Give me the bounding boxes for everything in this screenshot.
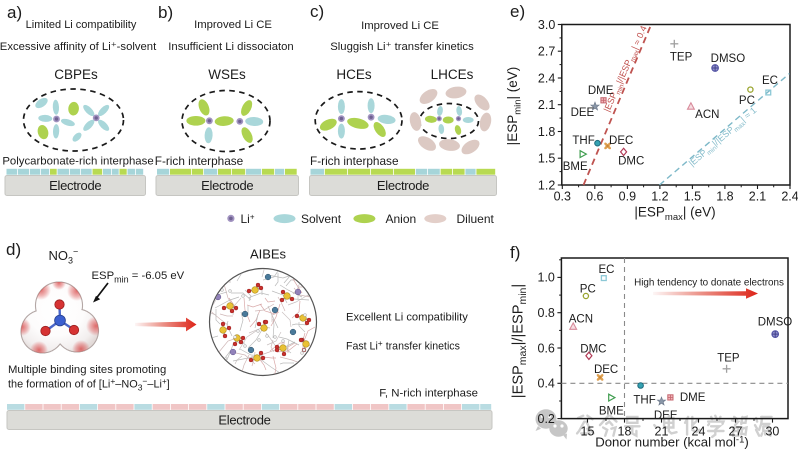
- svg-text:Fast Li+ transfer kinetics: Fast Li+ transfer kinetics: [346, 338, 460, 353]
- svg-text:0.6: 0.6: [586, 189, 603, 203]
- svg-text:0.2: 0.2: [538, 412, 555, 426]
- svg-text:15: 15: [581, 425, 595, 439]
- svg-text:18: 18: [618, 425, 632, 439]
- svg-text:PC: PC: [580, 284, 596, 296]
- svg-text:2.1: 2.1: [749, 189, 766, 203]
- svg-text:0.6: 0.6: [538, 341, 555, 355]
- svg-text:ACN: ACN: [569, 314, 593, 326]
- svg-text:30: 30: [765, 425, 779, 439]
- svg-text:PC: PC: [739, 95, 755, 107]
- svg-text:ESPmin = -6.05 eV: ESPmin = -6.05 eV: [92, 270, 185, 285]
- svg-text:2.1: 2.1: [538, 98, 555, 112]
- svg-text:THF: THF: [572, 135, 594, 147]
- svg-text:27: 27: [729, 425, 743, 439]
- svg-text:1.2: 1.2: [538, 178, 555, 192]
- svg-text:Improved Li CE: Improved Li CE: [361, 20, 439, 32]
- svg-text:HCEs: HCEs: [336, 67, 372, 82]
- svg-text:EC: EC: [599, 264, 615, 276]
- svg-text:Insufficient Li dissociaton: Insufficient Li dissociaton: [168, 41, 293, 53]
- svg-text:1.2: 1.2: [651, 189, 668, 203]
- svg-text:2.4: 2.4: [781, 189, 798, 203]
- svg-text:1.8: 1.8: [716, 189, 733, 203]
- svg-text:Electrode: Electrode: [377, 178, 429, 193]
- svg-text:24: 24: [692, 425, 706, 439]
- svg-text:DMSO: DMSO: [758, 317, 793, 329]
- svg-text:F-rich interphase: F-rich interphase: [155, 154, 244, 168]
- svg-text:Polycarbonate-rich interphase: Polycarbonate-rich interphase: [2, 156, 153, 168]
- svg-text:LHCEs: LHCEs: [431, 67, 474, 82]
- svg-text:|ESPmax|/|ESPmin|: |ESPmax|/|ESPmin|: [510, 284, 529, 398]
- svg-text:DEE: DEE: [654, 410, 678, 422]
- svg-text:TEP: TEP: [717, 353, 740, 365]
- svg-text:DEC: DEC: [594, 364, 618, 376]
- svg-text:DEC: DEC: [609, 135, 633, 147]
- svg-text:Electrode: Electrode: [201, 178, 253, 193]
- svg-text:1.5: 1.5: [684, 189, 701, 203]
- svg-text:CBPEs: CBPEs: [54, 67, 98, 82]
- svg-text:1.5: 1.5: [538, 152, 555, 166]
- svg-text:BME: BME: [563, 161, 588, 173]
- svg-text:Electrode: Electrode: [218, 413, 270, 428]
- svg-text:Electrode: Electrode: [49, 178, 101, 193]
- svg-text:Diluent: Diluent: [457, 212, 495, 226]
- svg-text:DMC: DMC: [580, 343, 606, 355]
- svg-text:ACN: ACN: [695, 109, 719, 121]
- svg-text:DME: DME: [680, 392, 706, 404]
- svg-text:21: 21: [655, 425, 669, 439]
- svg-text:Donor number (kcal mol-1): Donor number (kcal mol-1): [595, 435, 749, 450]
- svg-text:DEE: DEE: [571, 107, 595, 119]
- svg-text:0.3: 0.3: [554, 189, 571, 203]
- svg-text:1.0: 1.0: [538, 271, 555, 285]
- svg-text:d): d): [6, 240, 21, 259]
- svg-text:Limited Li compatibility: Limited Li compatibility: [26, 19, 137, 31]
- svg-text:the formation of of [Li+–NO3−–: the formation of of [Li+–NO3−–Li+]: [8, 376, 170, 393]
- svg-text:3.0: 3.0: [538, 18, 555, 32]
- svg-text:High tendency to donate electr: High tendency to donate electrons: [634, 278, 784, 289]
- svg-text:Anion: Anion: [386, 212, 417, 226]
- svg-text:THF: THF: [633, 395, 655, 407]
- svg-text:f): f): [510, 243, 520, 262]
- svg-text:BME: BME: [599, 406, 624, 418]
- svg-text:2.4: 2.4: [538, 71, 555, 85]
- svg-text:Multiple binding sites promoti: Multiple binding sites promoting: [8, 364, 166, 376]
- svg-text:AIBEs: AIBEs: [250, 247, 287, 262]
- svg-text:F, N-rich interphase: F, N-rich interphase: [379, 388, 478, 400]
- svg-text:Improved Li CE: Improved Li CE: [194, 19, 272, 31]
- svg-text:0.4: 0.4: [538, 377, 555, 391]
- svg-text:DMC: DMC: [618, 155, 644, 167]
- svg-text:c): c): [310, 2, 324, 21]
- svg-text:DMSO: DMSO: [711, 53, 746, 65]
- svg-text:Excessive affinity of Li⁺-solv: Excessive affinity of Li⁺-solvent: [0, 41, 157, 53]
- svg-text:Excellent Li compatibility: Excellent Li compatibility: [346, 312, 468, 324]
- svg-text:WSEs: WSEs: [208, 67, 246, 82]
- svg-text:2.7: 2.7: [538, 45, 555, 59]
- svg-text:Solvent: Solvent: [301, 212, 342, 226]
- svg-text:Sluggish Li⁺ transfer kinetics: Sluggish Li⁺ transfer kinetics: [330, 41, 474, 53]
- svg-text:F-rich interphase: F-rich interphase: [310, 154, 399, 168]
- svg-text:1.8: 1.8: [538, 125, 555, 139]
- svg-text:0.9: 0.9: [619, 189, 636, 203]
- svg-text:TEP: TEP: [670, 51, 693, 63]
- svg-text:|ESPmin| (eV): |ESPmin| (eV): [505, 67, 524, 146]
- svg-text:e): e): [510, 2, 525, 21]
- svg-text:a): a): [7, 3, 22, 22]
- svg-text:b): b): [158, 3, 173, 22]
- svg-text:DME: DME: [588, 85, 614, 97]
- svg-text:0.8: 0.8: [538, 306, 555, 320]
- svg-text:|ESPmax| (eV): |ESPmax| (eV): [634, 205, 715, 224]
- svg-text:EC: EC: [762, 75, 778, 87]
